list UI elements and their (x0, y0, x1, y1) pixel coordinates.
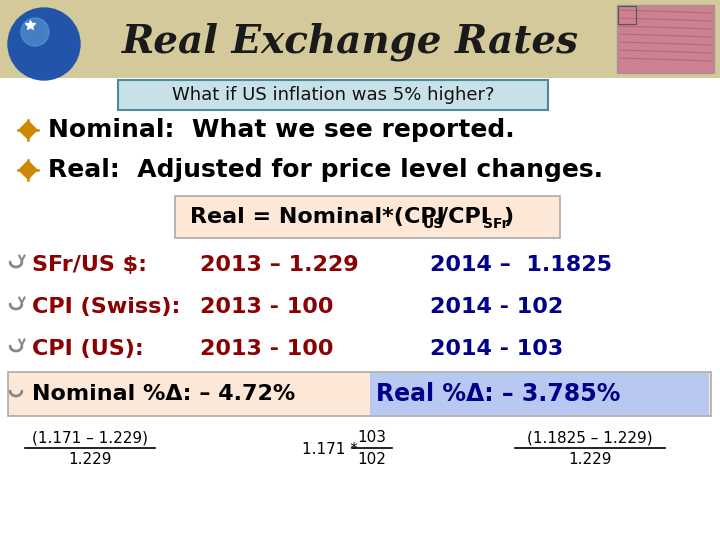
Text: Nominal:  What we see reported.: Nominal: What we see reported. (48, 118, 515, 142)
Text: /CPI: /CPI (440, 207, 489, 227)
Text: 2014 - 103: 2014 - 103 (430, 339, 563, 359)
Text: 1.229: 1.229 (68, 453, 112, 468)
Text: 1.229: 1.229 (568, 453, 612, 468)
Circle shape (21, 18, 49, 46)
Text: 103: 103 (358, 430, 387, 445)
Text: Real = Nominal*(CPI: Real = Nominal*(CPI (190, 207, 445, 227)
Bar (618, 6, 636, 24)
Text: CPI (Swiss):: CPI (Swiss): (32, 297, 181, 317)
Polygon shape (19, 161, 37, 179)
Text: CPI (US):: CPI (US): (32, 339, 144, 359)
Text: Nominal %Δ: – 4.72%: Nominal %Δ: – 4.72% (32, 384, 295, 404)
Text: 102: 102 (358, 453, 387, 468)
Text: 2014 - 102: 2014 - 102 (430, 297, 563, 317)
Circle shape (8, 8, 80, 80)
Text: (1.1825 – 1.229): (1.1825 – 1.229) (527, 430, 653, 445)
Text: US: US (423, 217, 444, 231)
Text: SFr/US $:: SFr/US $: (32, 255, 147, 275)
Text: 2013 – 1.229: 2013 – 1.229 (200, 255, 359, 275)
Bar (8, 372, 711, 416)
Text: 2014 –  1.1825: 2014 – 1.1825 (430, 255, 612, 275)
Polygon shape (19, 121, 37, 139)
Text: What if US inflation was 5% higher?: What if US inflation was 5% higher? (172, 86, 494, 104)
Text: (1.171 – 1.229): (1.171 – 1.229) (32, 430, 148, 445)
Text: SFr: SFr (483, 217, 508, 231)
Bar (370, 373, 709, 415)
Text: Real Exchange Rates: Real Exchange Rates (122, 23, 578, 61)
Text: Real %Δ: – 3.785%: Real %Δ: – 3.785% (376, 382, 621, 406)
Text: Real:  Adjusted for price level changes.: Real: Adjusted for price level changes. (48, 158, 603, 182)
Text: ): ) (503, 207, 513, 227)
Bar (617, 5, 714, 73)
Bar (175, 196, 560, 238)
Text: 1.171 *: 1.171 * (302, 442, 363, 456)
Bar (0, 0, 720, 78)
Bar (118, 80, 548, 110)
Text: 2013 - 100: 2013 - 100 (200, 339, 333, 359)
Text: 2013 - 100: 2013 - 100 (200, 297, 333, 317)
